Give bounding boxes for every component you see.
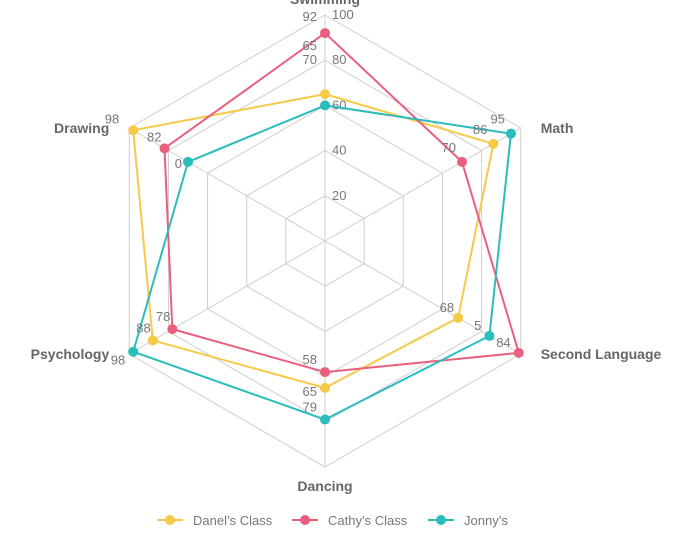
tick-label-40: 40: [332, 143, 346, 158]
series-line-0: [132, 93, 495, 389]
category-label-swimming: Swimming: [290, 0, 360, 7]
data-point-s0-1[interactable]: [488, 138, 499, 149]
data-point-s2-1[interactable]: [505, 128, 516, 139]
legend-marker-2: [436, 515, 446, 525]
point-label-3-0: 58: [303, 352, 317, 367]
data-point-s1-4[interactable]: [167, 324, 178, 335]
category-label-dancing: Dancing: [297, 478, 352, 494]
data-point-s2-2[interactable]: [484, 330, 495, 341]
data-point-s0-5[interactable]: [128, 125, 139, 136]
legend-item-1[interactable]: Cathy’s Class: [292, 513, 408, 528]
legend-label-0: Danel’s Class: [193, 513, 273, 528]
legend-item-0[interactable]: Danel’s Class: [157, 513, 273, 528]
point-label-1-0: 95: [490, 112, 504, 127]
data-point-s2-4[interactable]: [128, 346, 139, 357]
data-point-s1-1[interactable]: [457, 156, 468, 167]
legend[interactable]: Danel’s Class Cathy’s Class Jonny’s: [157, 513, 508, 528]
data-point-s1-2[interactable]: [513, 347, 524, 358]
category-label-second-language: Second Language: [541, 346, 662, 362]
data-point-s1-5[interactable]: [159, 143, 170, 154]
data-point-s0-4[interactable]: [147, 335, 158, 346]
point-label-2-1: 84: [496, 335, 510, 350]
legend-marker-1: [300, 515, 310, 525]
category-label-drawing: Drawing: [54, 120, 109, 136]
point-label-1-2: 70: [442, 140, 456, 155]
spoke-4: [129, 240, 326, 355]
legend-marker-0: [165, 515, 175, 525]
point-label-1-1: 86: [473, 122, 487, 137]
category-label-psychology: Psychology: [31, 346, 110, 362]
point-label-3-2: 79: [303, 400, 317, 415]
legend-label-2: Jonny’s: [464, 513, 508, 528]
radar-grid: [128, 14, 522, 468]
data-point-s1-3[interactable]: [320, 367, 330, 378]
spoke-1: [324, 127, 521, 242]
point-label-5-2: 0: [175, 156, 182, 171]
point-label-4-1: 88: [136, 320, 150, 335]
data-point-s0-3[interactable]: [320, 382, 330, 393]
point-label-4-0: 98: [111, 353, 125, 368]
point-label-3-1: 65: [303, 384, 317, 399]
point-label-5-1: 82: [147, 129, 161, 144]
tick-label-100: 100: [332, 7, 354, 22]
tick-label-80: 80: [332, 52, 346, 67]
point-label-0-1: 70: [303, 52, 317, 67]
legend-item-2[interactable]: Jonny’s: [428, 513, 508, 528]
point-label-0-2: 65: [303, 38, 317, 53]
radar-series: [128, 28, 524, 425]
data-point-s2-5[interactable]: [182, 156, 193, 167]
data-point-s2-0[interactable]: [320, 100, 330, 111]
data-point-s0-0[interactable]: [320, 89, 330, 100]
data-point-s2-3[interactable]: [320, 414, 330, 425]
point-label-0-0: 92: [303, 9, 317, 24]
category-label-math: Math: [541, 120, 574, 136]
legend-label-1: Cathy’s Class: [328, 513, 408, 528]
data-point-s0-2[interactable]: [453, 312, 464, 323]
point-label-5-0: 98: [105, 111, 119, 126]
point-label-4-2: 78: [156, 309, 170, 324]
data-point-s1-0[interactable]: [320, 28, 330, 39]
category-axis-labels: Swimming Math Second Language Dancing Psycho…: [31, 0, 662, 494]
point-label-2-2: 5: [474, 318, 481, 333]
point-label-2-0: 68: [440, 300, 454, 315]
tick-label-20: 20: [332, 188, 346, 203]
